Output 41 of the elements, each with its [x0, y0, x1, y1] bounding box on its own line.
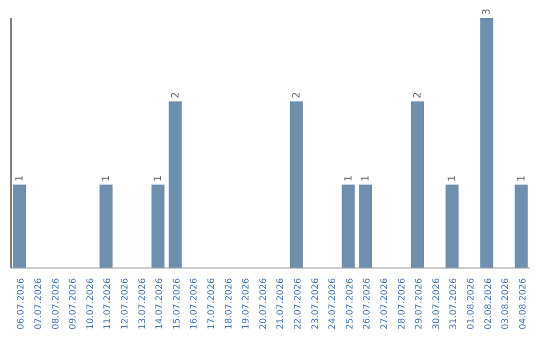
x-tick-label: 11.07.2026: [103, 278, 114, 330]
x-tick-label: 22.07.2026: [293, 278, 304, 330]
x-tick-label: 18.07.2026: [224, 278, 234, 330]
x-tick-label: 30.07.2026: [432, 278, 442, 330]
data-label: 1: [516, 175, 528, 182]
data-label: 2: [412, 92, 424, 98]
x-tick-label: 27.07.2026: [380, 278, 390, 330]
x-tick-label: 13.07.2026: [138, 278, 148, 330]
x-tick-label: 28.07.2026: [397, 278, 408, 330]
x-tick-label: 26.07.2026: [362, 278, 373, 330]
x-tick-label: 16.07.2026: [190, 278, 200, 330]
data-label: 1: [101, 175, 112, 182]
x-tick-label: 14.07.2026: [155, 278, 166, 330]
x-tick-label: 15.07.2026: [172, 278, 182, 330]
x-tick-label: 24.07.2026: [328, 278, 338, 330]
x-tick-label: 02.08.2026: [484, 278, 494, 330]
x-tick-label: 09.07.2026: [68, 278, 79, 330]
data-label: 3: [482, 8, 493, 15]
x-tick-label: 12.07.2026: [120, 278, 130, 330]
data-label: 1: [152, 175, 164, 182]
x-tick-label: 31.07.2026: [449, 278, 460, 330]
data-label: 2: [291, 92, 302, 98]
x-tick-label: 19.07.2026: [242, 278, 252, 330]
x-tick-label: 04.08.2026: [518, 278, 528, 330]
x-tick-label: 10.07.2026: [86, 278, 96, 330]
x-tick-label: 21.07.2026: [276, 278, 286, 330]
x-tick-label: 25.07.2026: [345, 278, 356, 330]
x-tick-label: 20.07.2026: [258, 278, 269, 330]
data-label: 1: [360, 175, 372, 182]
data-label: 2: [170, 92, 182, 98]
x-tick-label: 23.07.2026: [310, 278, 321, 330]
x-tick-label: 29.07.2026: [414, 278, 425, 330]
x-tick-label: 08.07.2026: [51, 278, 62, 330]
x-tick-label: 01.08.2026: [466, 278, 476, 330]
x-tick-label: 06.07.2026: [16, 278, 27, 330]
data-label: 1: [343, 175, 354, 182]
x-tick-label: 17.07.2026: [206, 278, 217, 330]
x-tick-label: 07.07.2026: [34, 278, 44, 330]
data-label: 1: [14, 175, 26, 182]
data-label: 1: [447, 175, 458, 182]
x-tick-label: 03.08.2026: [501, 278, 512, 330]
